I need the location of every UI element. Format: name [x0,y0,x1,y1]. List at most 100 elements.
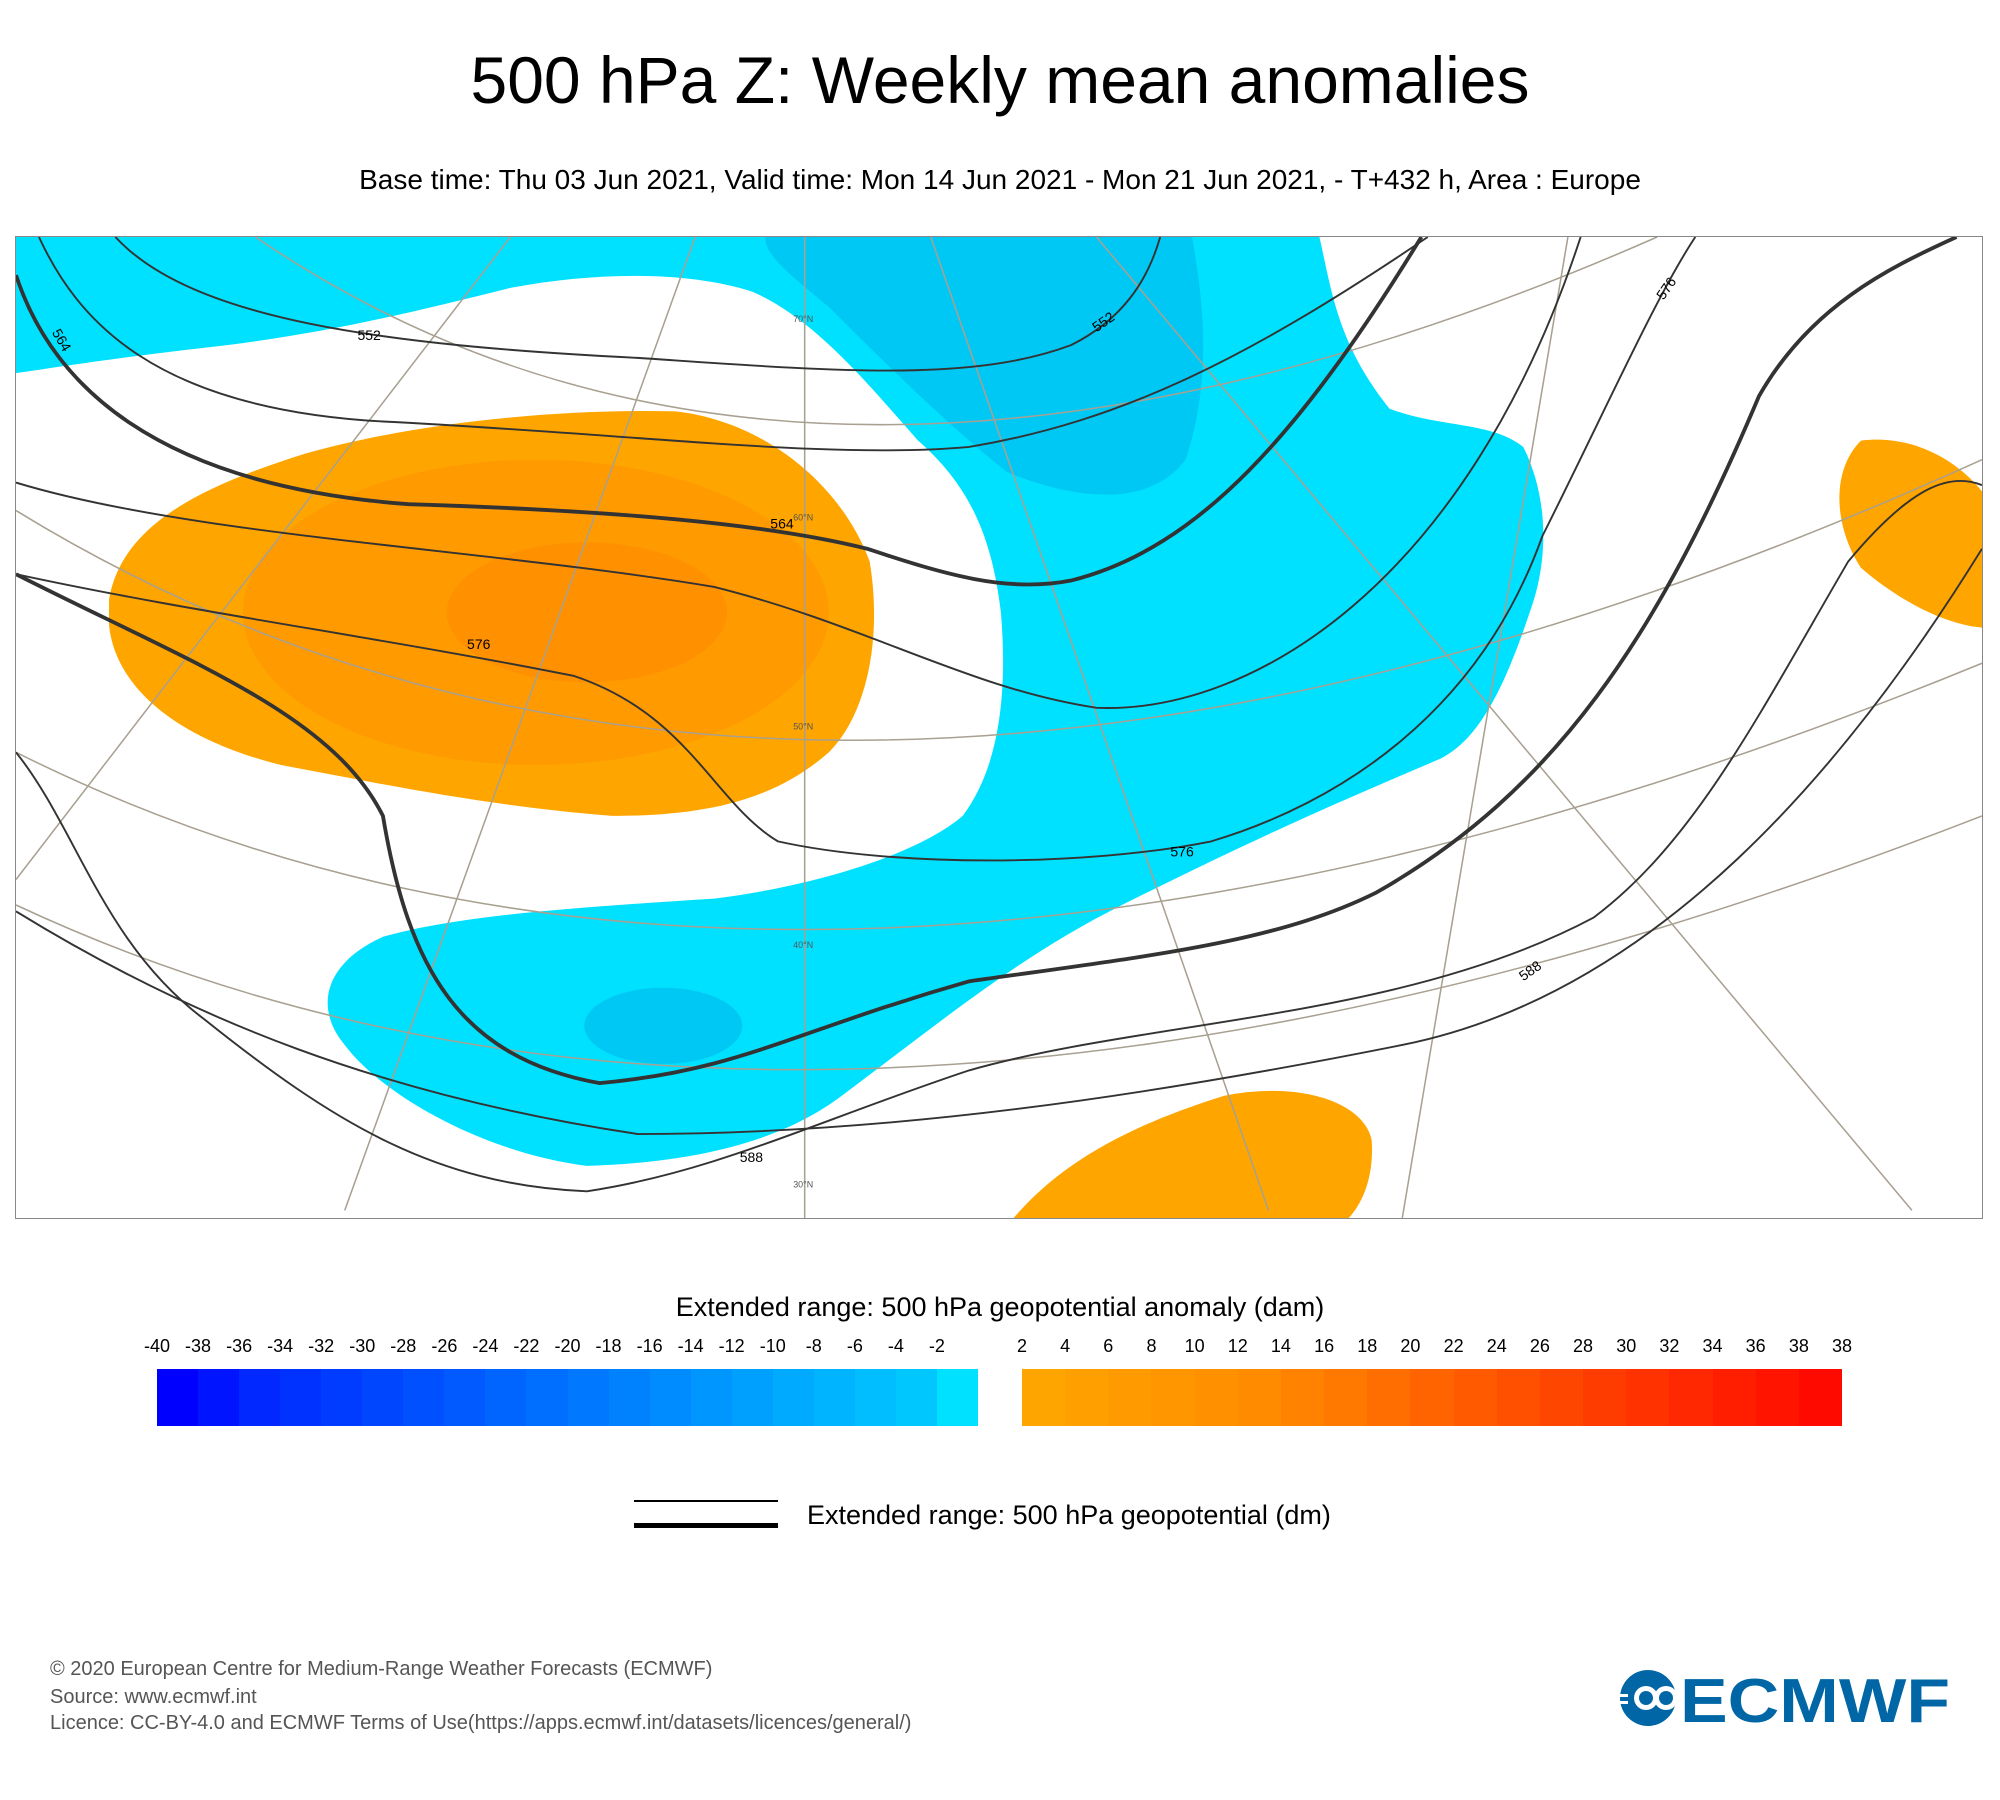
colorbar-swatch [1410,1369,1455,1426]
colorbar-tick-label: -32 [308,1336,335,1356]
colorbar-tick-label: -40 [143,1336,171,1356]
colorbar-swatch [1194,1369,1239,1426]
colorbar-tick-label: 32 [1659,1336,1680,1356]
colorbar-tick-label: -4 [887,1336,904,1356]
colorbar-swatch [239,1369,281,1426]
colorbar-swatch [690,1369,733,1426]
colorbar-tick-label: -6 [846,1336,863,1356]
colorbar-title: Extended range: 500 hPa geopotential ano… [675,1292,1325,1322]
colorbar-tick-label: -22 [513,1336,540,1356]
anomaly-map: 564 552 564 576 576 588 576 588 552 70°N… [15,236,1983,1219]
colorbar-swatch [1453,1369,1498,1426]
colorbar-tick-label: 24 [1486,1336,1507,1356]
colorbar-swatch [1280,1369,1325,1426]
colorbar-tick-label: -2 [928,1336,945,1356]
colorbar-swatch [444,1369,486,1426]
contour-label: 552 [357,327,381,343]
colorbar-swatch [1151,1369,1196,1426]
latitude-label: 30°N [793,1179,813,1189]
colorbar-tick-label: -26 [431,1336,458,1356]
colorbar-tick-label: 28 [1573,1336,1594,1356]
colorbar-swatch [731,1369,774,1426]
colorbar-tick-label: -20 [554,1336,581,1356]
colorbar-tick-label: -34 [267,1336,294,1356]
latitude-labels: 70°N 60°N 50°N 40°N 30°N [793,314,813,1189]
colorbar-swatch [608,1369,651,1426]
latitude-label: 50°N [793,721,813,731]
ecmwf-logo: ECMWF [1618,1668,1950,1728]
colorbar-tick-label: 34 [1702,1336,1723,1356]
colorbar-tick-label: -24 [472,1336,499,1356]
colorbar-swatch [1583,1369,1627,1426]
colorbar-tick-label: 20 [1400,1336,1421,1356]
colorbar-swatch [362,1369,404,1426]
colorbar-swatch [1539,1369,1584,1426]
colorbar-swatch [198,1369,240,1426]
contour-label: 576 [1170,844,1194,860]
colorbar-swatch [280,1369,322,1426]
colorbar-swatch [1496,1369,1541,1426]
colorbar-swatch [1798,1369,1843,1426]
colorbar-swatch [1108,1369,1152,1426]
colorbar-swatch [1669,1369,1714,1426]
latitude-label: 70°N [793,314,813,324]
footer-copyright: © 2020 European Centre for Medium-Range … [50,1658,713,1680]
legend-thick-line [634,1523,778,1528]
colorbar-swatch [1065,1369,1109,1426]
legend-label: Extended range: 500 hPa geopotential (dm… [807,1500,1331,1530]
colorbar-tick-label: 22 [1443,1336,1464,1356]
colorbar-swatch [1367,1369,1411,1426]
colorbar-tick-label: 8 [1146,1336,1157,1356]
colorbar-tick-label: 10 [1184,1336,1205,1356]
colorbar-tick-label: 2 [1016,1336,1028,1356]
colorbar-tick-label: -16 [636,1336,663,1356]
colorbar-tick-label: 4 [1060,1336,1071,1356]
colorbar-tick-label: 16 [1314,1336,1335,1356]
colorbar-tick-label: -12 [718,1336,745,1356]
colorbar-tick-label: 38 [1788,1336,1809,1356]
colorbar-tick-label: 14 [1270,1336,1291,1356]
colorbar-swatch [157,1369,199,1426]
colorbar-swatch [1755,1369,1800,1426]
colorbar-swatch [772,1369,815,1426]
colorbar-swatch [526,1369,568,1426]
colorbar-swatch [813,1369,856,1426]
footer-source: Source: www.ecmwf.int [50,1686,257,1708]
colorbar-swatch [485,1369,527,1426]
graticule [16,237,1982,1218]
negative-anomaly-core-iberia [584,987,743,1065]
colorbar-tick-label: -14 [677,1336,704,1356]
colorbar-swatch [1712,1369,1757,1426]
colorbar-tick-label: 36 [1745,1336,1766,1356]
colorbar-tick-label: -10 [759,1336,786,1356]
colorbar-swatch [1626,1369,1670,1426]
positive-anomaly-south [1013,1090,1373,1218]
latitude-label: 40°N [793,940,813,950]
colorbar-swatch [321,1369,363,1426]
contour-label: 576 [467,636,491,652]
colorbar-swatch [567,1369,610,1426]
colorbar-swatch [895,1369,938,1426]
geopotential-contours [16,237,1982,1193]
positive-anomaly-core [446,542,727,683]
footer-licence: Licence: CC-BY-4.0 and ECMWF Terms of Us… [50,1712,912,1734]
colorbar-swatch [854,1369,897,1426]
colorbar-tick-label: -8 [805,1336,822,1356]
latitude-label: 60°N [793,513,813,523]
colorbar-swatch [936,1369,979,1426]
chart-title: 500 hPa Z: Weekly mean anomalies [470,43,1530,117]
chart-subtitle: Base time: Thu 03 Jun 2021, Valid time: … [359,164,1641,195]
svg-text:ECMWF: ECMWF [1680,1668,1950,1728]
colorbar-tick-label: -18 [595,1336,622,1356]
colorbar-tick-label: 38 [1831,1336,1853,1356]
colorbar-tick-label: -38 [185,1336,212,1356]
colorbar-tick-label: 30 [1616,1336,1637,1356]
colorbar-swatch [649,1369,692,1426]
contour-label: 564 [770,515,794,531]
colorbar-tick-label: 6 [1103,1336,1114,1356]
colorbar-tick-label: -30 [349,1336,376,1356]
colorbar-swatch [1022,1369,1066,1426]
colorbar-swatch [1237,1369,1282,1426]
colorbar-tick-label: -36 [226,1336,253,1356]
colorbar-tick-label: 18 [1357,1336,1378,1356]
